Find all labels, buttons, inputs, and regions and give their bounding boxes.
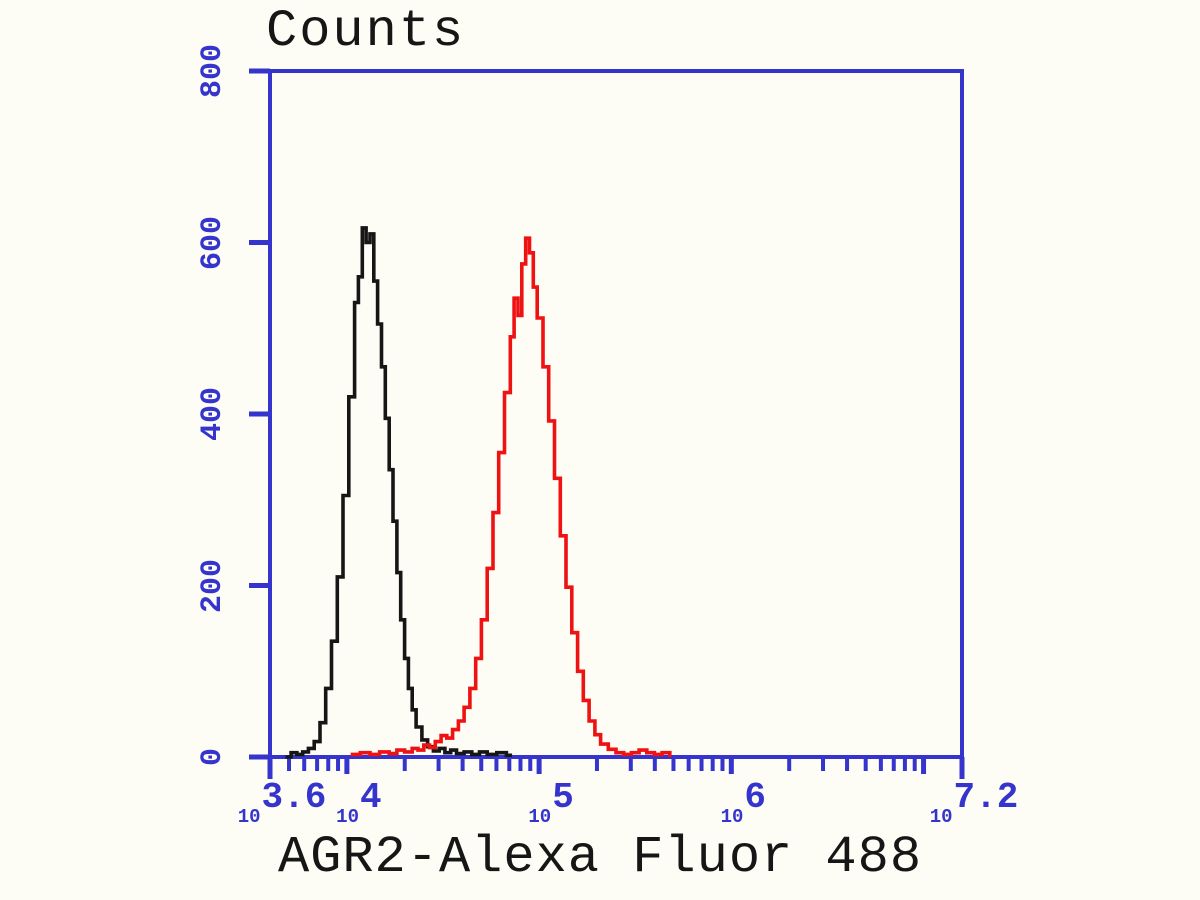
x-axis-minor-tick — [518, 757, 523, 771]
x-axis-minor-tick — [479, 757, 484, 771]
x-axis-minor-tick — [845, 757, 850, 771]
x-axis-minor-tick — [326, 757, 331, 771]
x-axis-minor-tick — [902, 757, 907, 771]
y-tick-label: 800 — [196, 43, 230, 99]
plot-box — [268, 69, 964, 759]
x-axis-minor-tick — [287, 757, 292, 771]
x-axis-minor-tick — [528, 757, 533, 771]
x-axis-minor-tick — [302, 757, 307, 771]
red-histogram-curve — [350, 236, 672, 757]
x-axis-minor-tick — [891, 757, 896, 771]
x-tick-base: 10 — [336, 806, 359, 828]
x-tick-exponent: 4 — [359, 777, 382, 818]
x-axis-minor-tick — [710, 757, 715, 771]
y-axis-tick — [249, 754, 270, 760]
x-axis-edge-tick — [267, 757, 273, 779]
y-axis-tick — [249, 583, 270, 588]
y-tick-label: 600 — [196, 215, 230, 270]
x-tick-exponent: 6 — [744, 777, 767, 818]
x-axis-minor-tick — [336, 757, 341, 771]
x-tick-base: 10 — [720, 806, 744, 828]
x-axis-minor-tick — [863, 757, 868, 771]
y-tick-label: 0 — [196, 747, 230, 767]
x-axis-major-tick — [921, 757, 927, 774]
black-histogram-curve — [285, 226, 513, 759]
x-axis-edge-tick — [959, 757, 965, 779]
x-axis-minor-tick — [402, 757, 407, 771]
x-axis-minor-tick — [315, 757, 320, 771]
x-axis-minor-tick — [720, 757, 725, 771]
x-tick-base: 10 — [237, 806, 261, 828]
x-tick-label: 106 — [721, 777, 767, 827]
x-axis-major-tick — [344, 757, 350, 774]
x-tick-exponent: 3.6 — [261, 777, 327, 818]
x-axis-major-tick — [536, 757, 542, 774]
x-axis-minor-tick — [686, 757, 691, 771]
x-axis-minor-tick — [460, 757, 465, 771]
x-axis-minor-tick — [787, 757, 792, 771]
x-axis-minor-tick — [821, 757, 826, 771]
x-tick-label: 105 — [528, 777, 574, 827]
x-tick-label: 107.2 — [930, 777, 1019, 827]
x-tick-label: 104 — [336, 777, 382, 827]
x-axis-title: AGR2-Alexa Fluor 488 — [277, 828, 923, 887]
x-axis-minor-tick — [494, 757, 499, 771]
y-tick-label: 400 — [196, 386, 230, 442]
x-axis-minor-tick — [699, 757, 704, 771]
x-axis-minor-tick — [436, 757, 441, 771]
x-axis-minor-tick — [628, 757, 633, 771]
x-tick-exponent: 7.2 — [953, 777, 1019, 818]
x-tick-label: 103.6 — [238, 777, 327, 827]
x-axis-minor-tick — [507, 757, 512, 771]
x-tick-exponent: 5 — [552, 777, 574, 818]
x-axis-major-tick — [728, 757, 734, 774]
x-tick-base: 10 — [528, 806, 552, 828]
x-axis-minor-tick — [912, 757, 917, 771]
y-axis-tick — [249, 68, 270, 74]
x-axis-minor-tick — [671, 757, 676, 771]
x-axis-minor-tick — [652, 757, 657, 771]
y-tick-label: 200 — [196, 558, 230, 613]
y-axis-tick — [249, 240, 270, 245]
x-axis-minor-tick — [878, 757, 883, 771]
x-axis-minor-tick — [594, 757, 599, 771]
x-tick-base: 10 — [929, 806, 953, 828]
chart-title: Counts — [266, 2, 466, 61]
y-axis-tick — [249, 411, 270, 417]
